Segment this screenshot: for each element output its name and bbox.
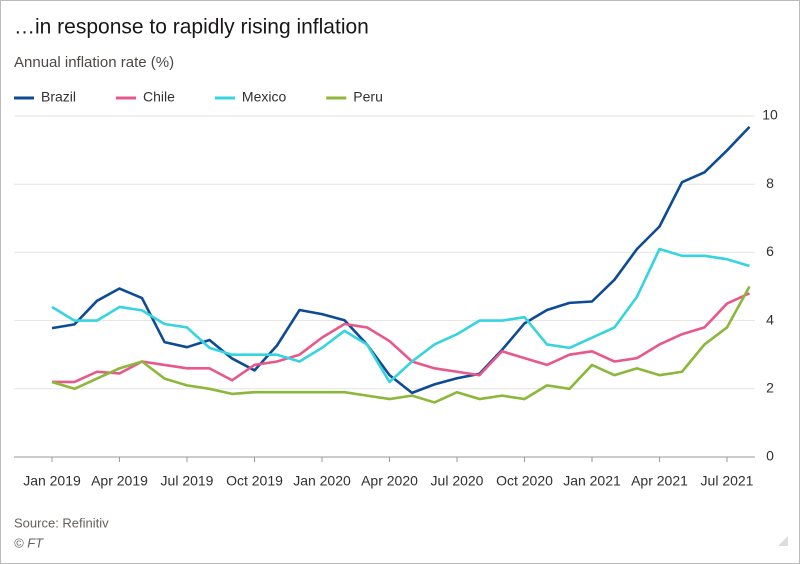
legend-label: Chile bbox=[143, 89, 175, 105]
x-tick-label: Apr 2020 bbox=[361, 473, 418, 489]
chart-subtitle: Annual inflation rate (%) bbox=[14, 54, 174, 71]
legend-label: Mexico bbox=[242, 89, 287, 105]
x-tick-label: Jul 2020 bbox=[431, 473, 484, 489]
y-tick-label: 2 bbox=[766, 380, 774, 396]
x-tick-label: Jan 2021 bbox=[563, 473, 621, 489]
x-tick-label: Jul 2021 bbox=[701, 473, 754, 489]
corner-icon bbox=[778, 536, 788, 546]
line bbox=[51, 247, 750, 384]
legend-label: Brazil bbox=[41, 89, 76, 105]
x-tick-label: Oct 2019 bbox=[226, 473, 283, 489]
x-tick-label: Jul 2019 bbox=[161, 473, 214, 489]
y-tick-label: 10 bbox=[762, 107, 778, 123]
x-tick-label: Oct 2020 bbox=[496, 473, 553, 489]
y-tick-label: 8 bbox=[766, 175, 774, 191]
x-tick-label: Jan 2019 bbox=[23, 473, 81, 489]
line bbox=[51, 285, 751, 404]
x-tick-label: Apr 2021 bbox=[631, 473, 688, 489]
y-tick-label: 4 bbox=[766, 311, 774, 327]
source: Source: Refinitiv bbox=[14, 515, 109, 530]
credit: © FT bbox=[14, 535, 44, 550]
x-tick-label: Apr 2019 bbox=[91, 473, 148, 489]
chart-title: …in response to rapidly rising inflation bbox=[14, 16, 369, 39]
y-tick-label: 0 bbox=[766, 448, 774, 464]
x-tick-label: Jan 2020 bbox=[293, 473, 351, 489]
line bbox=[52, 292, 751, 384]
line bbox=[51, 126, 751, 395]
legend-label: Peru bbox=[353, 89, 383, 105]
y-tick-label: 6 bbox=[766, 243, 774, 259]
